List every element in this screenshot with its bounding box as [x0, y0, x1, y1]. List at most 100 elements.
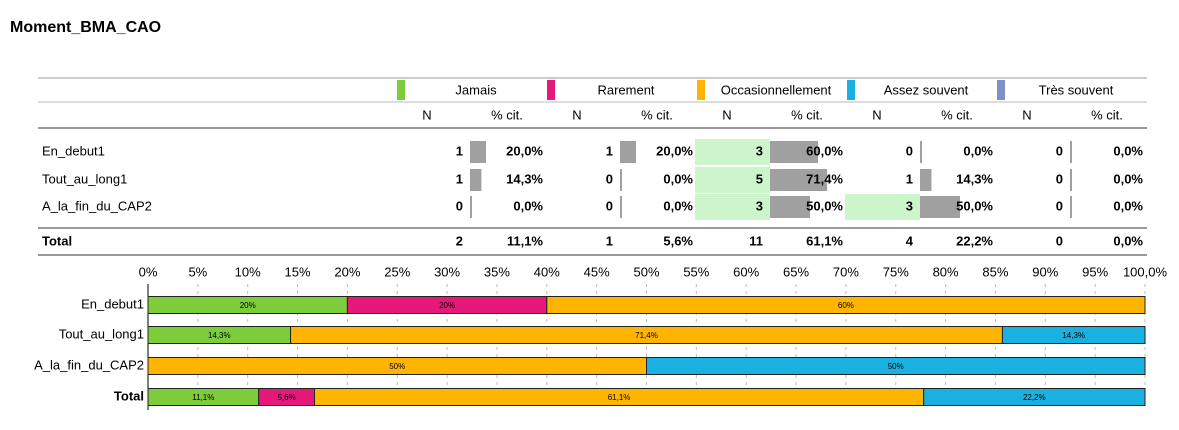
highlight-cell: [695, 167, 770, 193]
cell-n: 1: [456, 143, 463, 158]
legend-swatch: [397, 80, 405, 100]
cell-pct: 50,0%: [956, 198, 993, 213]
cell-pct: 14,3%: [506, 171, 543, 186]
y-tick-label: En_debut1: [81, 296, 144, 311]
x-tick-label: 45%: [584, 264, 610, 279]
cell-pct: 0,0%: [513, 198, 543, 213]
x-tick-label: 100,0%: [1123, 264, 1168, 279]
x-tick-label: 5%: [188, 264, 207, 279]
data-label: 50%: [888, 362, 904, 371]
bar-segment: [546, 296, 1146, 314]
subheader: % cit.: [491, 107, 523, 122]
cell-n: 0: [606, 198, 613, 213]
data-label: 5,6%: [277, 393, 295, 402]
x-tick-label: 60%: [733, 264, 759, 279]
x-tick-label: 50%: [633, 264, 659, 279]
data-label: 14,3%: [208, 331, 231, 340]
subheader: N: [422, 107, 431, 122]
cell-n: 0: [1056, 198, 1063, 213]
row-label: A_la_fin_du_CAP2: [42, 198, 152, 213]
cell-pct: 0,0%: [663, 171, 693, 186]
cell-pct: 50,0%: [806, 198, 843, 213]
subheader: % cit.: [791, 107, 823, 122]
cell-pct: 22,2%: [956, 233, 993, 248]
bar-segment: [1001, 326, 1146, 344]
subheader: % cit.: [941, 107, 973, 122]
cell-pct: 0,0%: [1113, 198, 1143, 213]
x-tick-label: 75%: [883, 264, 909, 279]
data-label: 60%: [838, 301, 854, 310]
column-group-header: Très souvent: [1039, 82, 1114, 97]
row-label: Tout_au_long1: [42, 171, 127, 186]
cell-pct: 0,0%: [963, 143, 993, 158]
cell-pct: 20,0%: [656, 143, 693, 158]
x-tick-label: 65%: [783, 264, 809, 279]
row-label: Total: [42, 233, 72, 248]
report-title: Moment_BMA_CAO: [10, 19, 161, 36]
cell-n: 0: [1056, 171, 1063, 186]
highlight-cell: [695, 139, 770, 165]
cell-n: 3: [906, 198, 913, 213]
cell-pct: 5,6%: [663, 233, 693, 248]
column-group-header: Assez souvent: [884, 82, 969, 97]
data-label: 11,1%: [192, 393, 214, 402]
cell-n: 4: [906, 233, 914, 248]
subheader: % cit.: [641, 107, 673, 122]
cell-bar: [620, 196, 622, 218]
cell-pct: 71,4%: [806, 171, 843, 186]
cell-bar: [920, 196, 960, 218]
data-label: 50%: [389, 362, 405, 371]
subheader: N: [1022, 107, 1031, 122]
cell-pct: 0,0%: [1113, 143, 1143, 158]
data-label: 71,4%: [635, 331, 658, 340]
row-label: En_debut1: [42, 143, 105, 158]
subheader: % cit.: [1091, 107, 1123, 122]
y-tick-label: Tout_au_long1: [59, 326, 144, 341]
data-label: 14,3%: [1062, 331, 1085, 340]
cell-n: 3: [756, 143, 763, 158]
cell-n: 3: [756, 198, 763, 213]
x-tick-label: 95%: [1082, 264, 1108, 279]
cell-pct: 61,1%: [806, 233, 843, 248]
x-tick-label: 30%: [434, 264, 460, 279]
x-tick-label: 55%: [683, 264, 709, 279]
legend-swatch: [547, 80, 555, 100]
cell-n: 2: [456, 233, 463, 248]
x-tick-label: 85%: [982, 264, 1008, 279]
column-group-header: Rarement: [597, 82, 654, 97]
cell-bar: [470, 196, 472, 218]
cell-n: 11: [749, 233, 763, 248]
cell-bar: [470, 141, 486, 163]
cell-n: 1: [606, 143, 613, 158]
x-tick-label: 80%: [933, 264, 959, 279]
cell-n: 1: [606, 233, 613, 248]
subheader: N: [872, 107, 881, 122]
x-tick-label: 25%: [384, 264, 410, 279]
highlight-cell: [695, 194, 770, 220]
cell-pct: 20,0%: [506, 143, 543, 158]
bar-segment: [923, 388, 1146, 406]
x-tick-label: 0%: [139, 264, 158, 279]
cell-pct: 0,0%: [1113, 171, 1143, 186]
cell-n: 5: [756, 171, 763, 186]
cell-bar: [770, 169, 828, 191]
x-tick-label: 10%: [235, 264, 261, 279]
data-label: 22,2%: [1023, 393, 1046, 402]
cell-bar: [770, 196, 810, 218]
legend-swatch: [697, 80, 705, 100]
cell-pct: 0,0%: [663, 198, 693, 213]
cell-pct: 0,0%: [1113, 233, 1143, 248]
cell-n: 1: [906, 171, 913, 186]
x-tick-label: 40%: [534, 264, 560, 279]
legend-swatch: [997, 80, 1005, 100]
cell-bar: [620, 141, 636, 163]
cell-n: 0: [1056, 233, 1063, 248]
cell-pct: 60,0%: [806, 143, 843, 158]
x-tick-label: 20%: [334, 264, 360, 279]
cell-bar: [1070, 141, 1072, 163]
cell-n: 1: [456, 171, 463, 186]
bar-segment: [646, 357, 1146, 375]
cell-bar: [470, 169, 482, 191]
x-tick-label: 90%: [1032, 264, 1058, 279]
